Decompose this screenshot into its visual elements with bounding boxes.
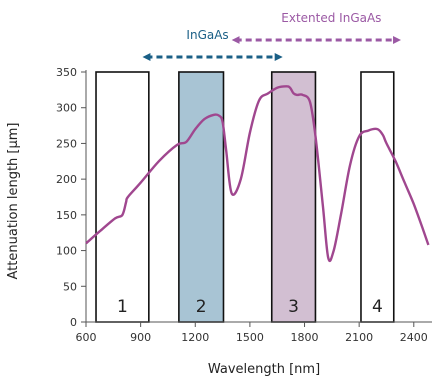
wavelength-bands: [95, 71, 395, 323]
range-label: InGaAs: [186, 28, 228, 42]
band-4-rect: [360, 71, 395, 323]
x-tick-label: 2100: [345, 331, 373, 344]
detector-ranges: InGaAs Extented InGaAs: [142, 11, 402, 61]
y-tick-label: 150: [56, 209, 77, 222]
y-tick-label: 0: [70, 316, 77, 329]
band-1-label: 1: [117, 297, 128, 317]
band-2-label: 2: [196, 297, 207, 317]
x-tick-label: 1500: [236, 331, 264, 344]
series-layer: [85, 85, 430, 263]
axes: 0 50 100 150 200 250 300 350 600 900 1200 1500 1800 2…: [56, 66, 432, 344]
y-tick-label: 200: [56, 173, 77, 186]
attenuation-curve: [85, 85, 430, 263]
x-axis-title: Wavelength [nm]: [208, 362, 320, 377]
band-3-rect: [270, 71, 317, 323]
x-tick-label: 1200: [181, 331, 209, 344]
band-4-label: 4: [372, 297, 383, 317]
y-tick-label: 300: [56, 102, 77, 115]
band-2-rect: [178, 71, 225, 323]
x-tick-label: 900: [130, 331, 151, 344]
x-tick-label: 2400: [400, 331, 428, 344]
band-1-rect: [95, 71, 150, 323]
x-tick-label: 1800: [291, 331, 319, 344]
x-tick-label: 600: [76, 331, 97, 344]
y-tick-label: 50: [63, 280, 77, 293]
y-tick-label: 350: [56, 66, 77, 79]
band-labels: 1 2 3 4: [117, 297, 383, 317]
y-tick-label: 100: [56, 245, 77, 258]
band-3-label: 3: [288, 297, 299, 317]
y-tick-label: 250: [56, 137, 77, 150]
range-label: Extented InGaAs: [281, 11, 381, 25]
y-axis-title: Attenuation length [µm]: [6, 123, 21, 280]
